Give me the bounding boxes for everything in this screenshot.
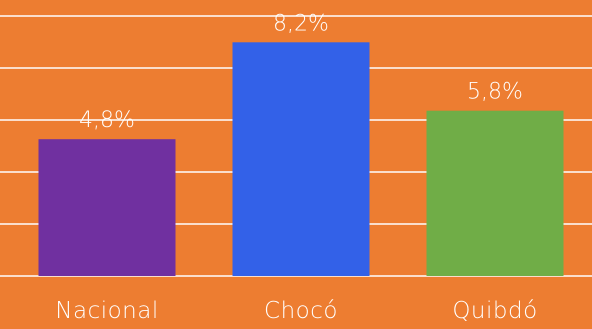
category-label: Quibdó [452, 298, 537, 324]
bars [38, 42, 564, 276]
value-label: 8,2% [273, 11, 329, 36]
category-label: Chocó [264, 298, 338, 324]
value-label: 4,8% [79, 108, 135, 133]
bar-nacional [38, 139, 176, 276]
category-labels: Nacional Chocó Quibdó [55, 298, 537, 324]
value-labels: 4,8% 8,2% 5,8% [79, 11, 523, 133]
value-label: 5,8% [467, 80, 523, 105]
bar-quibd- [426, 110, 564, 276]
bar-choc- [232, 42, 370, 276]
category-label: Nacional [55, 298, 158, 324]
